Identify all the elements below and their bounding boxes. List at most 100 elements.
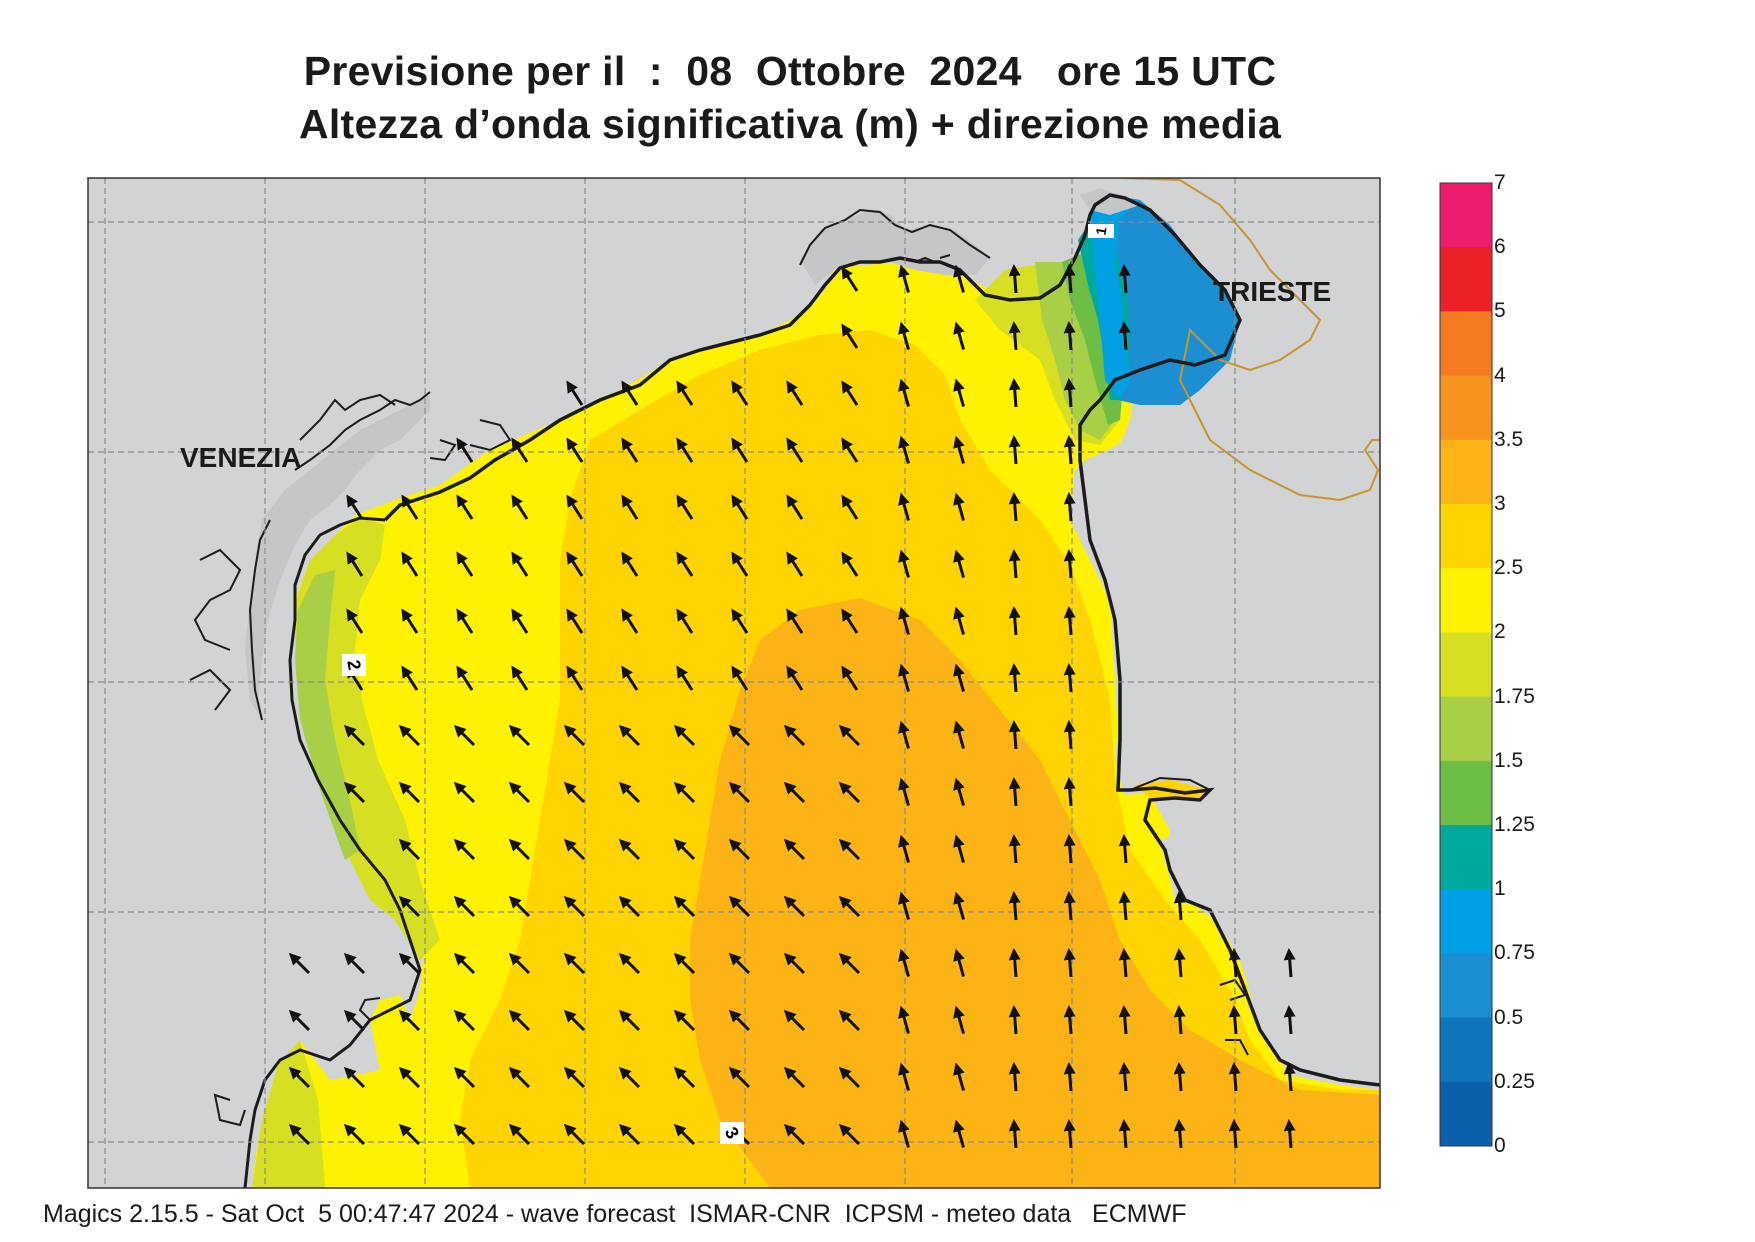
wave-direction-arrow (343, 1009, 366, 1032)
wave-direction-arrow (838, 781, 861, 804)
colorbar-label: 4 (1494, 363, 1506, 387)
wave-direction-arrow (621, 608, 639, 634)
contour-label-3: 3 (720, 1122, 744, 1144)
wave-direction-arrow (621, 551, 639, 577)
colorbar-label: 0.25 (1494, 1069, 1535, 1093)
wave-direction-arrow (1228, 948, 1241, 978)
wave-direction-arrow (953, 1005, 965, 1034)
wave-direction-arrow (898, 1005, 910, 1034)
wave-direction-arrow (1063, 1005, 1076, 1035)
wave-direction-arrow (1063, 321, 1076, 351)
wave-direction-arrow (563, 838, 586, 861)
wave-direction-arrow (398, 1123, 421, 1146)
wave-direction-arrow (1008, 321, 1021, 351)
wave-direction-arrow (1008, 891, 1021, 921)
wave-direction-arrow (401, 551, 419, 577)
wave-direction-arrow (676, 380, 694, 406)
wave-direction-arrow (838, 952, 861, 975)
colorbar-swatch (1440, 696, 1492, 762)
wave-direction-arrow (398, 838, 421, 861)
wave-direction-arrow (456, 551, 474, 577)
wave-direction-arrow (673, 838, 696, 861)
wave-direction-arrow (508, 1009, 531, 1032)
wave-direction-arrow (343, 952, 366, 975)
wave-direction-arrow (1063, 1119, 1076, 1149)
wave-direction-arrow (841, 380, 859, 406)
wave-direction-arrow (566, 608, 584, 634)
wave-direction-arrow (783, 1123, 806, 1146)
wave-direction-arrow (953, 1119, 965, 1148)
wave-direction-arrow (838, 1066, 861, 1089)
wave-direction-arrow (343, 724, 366, 747)
wave-direction-arrow (288, 1123, 311, 1146)
colorbar-swatch (1440, 953, 1492, 1019)
colorbar-label: 0 (1494, 1134, 1506, 1157)
wave-direction-arrow (953, 720, 965, 749)
wave-direction-arrow (731, 437, 749, 463)
wave-direction-arrow (1008, 663, 1021, 693)
wave-direction-arrow (566, 380, 584, 406)
colorbar-label: 1.75 (1494, 684, 1535, 708)
colorbar-frame (1439, 182, 1493, 1147)
wave-direction-arrow (898, 834, 910, 863)
wave-direction-arrow (508, 781, 531, 804)
contour-label-2: 2 (342, 654, 366, 676)
wave-direction-arrow (898, 321, 910, 350)
wave-direction-arrow (841, 608, 859, 634)
wave-direction-arrow (838, 838, 861, 861)
wave-direction-arrow (898, 492, 910, 521)
coastline-gulf-north (799, 208, 991, 266)
wave-direction-arrow (676, 494, 694, 520)
wave-direction-arrow (511, 665, 529, 691)
wave-direction-arrow (673, 781, 696, 804)
wave-direction-arrow (618, 952, 641, 975)
wave-direction-arrow (1173, 1062, 1186, 1092)
wave-direction-arrow (1063, 663, 1076, 693)
wave-direction-arrow (953, 948, 965, 977)
wave-direction-arrow (563, 781, 586, 804)
wave-direction-arrow (1063, 549, 1076, 579)
wave-direction-arrow (838, 1123, 861, 1146)
place-label-trieste: TRIESTE (1213, 276, 1331, 307)
wave-direction-arrow (841, 266, 859, 292)
wave-direction-arrow (453, 895, 476, 918)
wave-direction-arrow (1173, 948, 1186, 978)
wave-direction-arrow (783, 1066, 806, 1089)
colorbar-swatch (1440, 504, 1492, 569)
wave-direction-arrow (731, 494, 749, 520)
wave-direction-arrow (563, 1009, 586, 1032)
sea-zone-1_5-venice (295, 570, 360, 860)
wave-direction-arrow (838, 895, 861, 918)
wave-direction-arrow (346, 551, 364, 577)
footer-credits: Magics 2.15.5 - Sat Oct 5 00:47:47 2024 … (43, 1200, 1187, 1228)
colorbar-label: 2.5 (1494, 556, 1524, 580)
wave-direction-arrow (1118, 891, 1131, 921)
wave-direction-arrow (898, 777, 910, 806)
wave-direction-arrow (1173, 891, 1186, 921)
wave-direction-arrow (511, 608, 529, 634)
colorbar-label: 3 (1494, 492, 1506, 515)
coastline-lagoon (189, 391, 512, 721)
wave-direction-arrow (398, 781, 421, 804)
wave-direction-arrow (673, 895, 696, 918)
wave-direction-arrow (618, 724, 641, 747)
colorbar-swatch (1440, 375, 1492, 441)
wave-direction-arrow (398, 1066, 421, 1089)
colorbar-label: 5 (1494, 299, 1506, 323)
wave-direction-arrow (1063, 891, 1076, 921)
wave-direction-arrow (898, 549, 910, 578)
wave-direction-arrow (898, 720, 910, 749)
wave-direction-arrow (566, 494, 584, 520)
coastline-venice (243, 516, 422, 1188)
wave-direction-arrow (1118, 1119, 1131, 1149)
wave-direction-arrow (453, 952, 476, 975)
svg-text:1: 1 (1092, 226, 1109, 237)
wave-direction-arrow (508, 1066, 531, 1089)
wave-direction-arrow (343, 781, 366, 804)
map-frame (87, 177, 1381, 1189)
colorbar-swatch (1440, 889, 1492, 954)
sea-zone-0_5-trieste (1090, 195, 1140, 400)
colorbar-swatch (1440, 568, 1492, 633)
coastline-sub-detail (213, 776, 1249, 1127)
wave-direction-arrow (676, 437, 694, 463)
